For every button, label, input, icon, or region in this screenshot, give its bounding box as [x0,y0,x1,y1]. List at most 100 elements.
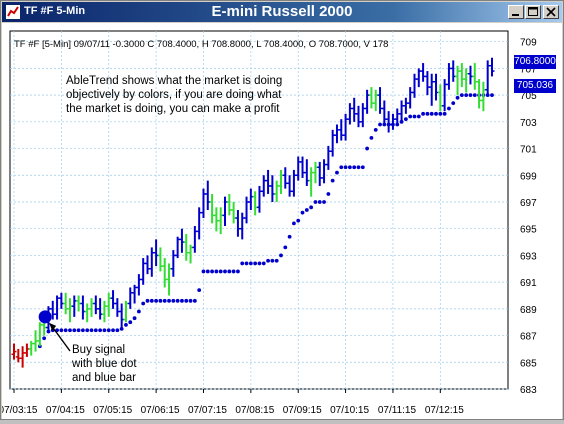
stop-dot [218,269,223,274]
stop-dot [111,328,115,333]
ohlc-bar [325,145,331,170]
stop-dot [214,269,219,274]
stop-dot [76,328,81,333]
info-line: TF #F [5-Min] 09/07/11 -0.3000 C 708.400… [14,39,389,50]
note-line: objectively by colors, if you are doing … [66,89,282,101]
stop-dot [330,178,335,183]
stop-dot [149,298,154,303]
ohlc-bar [226,193,232,216]
stop-dot [85,328,90,333]
stop-dot [102,328,107,333]
price-bars [11,57,495,368]
ohlc-bar [179,228,185,253]
ohlc-bar [368,87,374,109]
stop-dot [300,210,305,215]
ohlc-bar [63,292,69,315]
ohlc-bar [308,167,314,197]
ohlc-bar [175,236,181,259]
ohlc-bar [153,239,159,267]
ohlc-bar [291,169,297,197]
ohlc-bar [144,255,150,275]
ohlc-bar [312,161,318,184]
ohlc-bar [231,201,237,224]
ohlc-bar [317,161,323,186]
ohlc-bar [119,303,125,328]
x-tick-label: 07/09:15 [283,405,322,416]
stop-dot [132,316,137,321]
stop-dot [416,114,421,119]
y-tick-label: 691 [520,278,537,289]
ohlc-bar [196,207,202,240]
ohlc-bar [89,298,95,317]
stop-dot [403,117,408,122]
stop-dot [175,298,180,303]
y-tick-label: 699 [520,171,537,182]
stop-dot [283,245,288,250]
signal-layer [38,310,71,352]
stop-dot [421,111,425,116]
stop-dot [326,192,331,196]
ohlc-bar [157,247,163,272]
stop-dot [158,298,163,303]
ohlc-bar [446,63,452,90]
ohlc-bar [429,73,435,106]
plot-area[interactable]: 683 685 687 689 691 693 695 697 699 701 703 705 707 7… [0,23,562,419]
close-button[interactable] [543,5,559,19]
ohlc-bar [420,63,426,82]
ohlc-bar [80,295,86,320]
maximize-icon [528,7,538,16]
minimize-button[interactable] [508,5,524,19]
y-tick-label: 707 [520,64,537,75]
ohlc-bar [321,159,327,184]
ohlc-bar [269,175,275,202]
ohlc-bar [282,167,288,189]
stop-dot [124,322,128,327]
ohlc-bar [33,330,39,352]
ohlc-bar [330,129,336,157]
y-tick-label: 703 [520,118,537,129]
ohlc-bar [166,263,172,296]
ohlc-bar [205,180,211,210]
ohlc-bar [467,65,473,85]
stop-dot [98,328,103,333]
ohlc-bar [235,210,241,237]
ohlc-bar [192,226,198,253]
stop-dot [455,95,460,100]
ohlc-bar [162,258,168,288]
ohlc-bar [455,65,461,96]
stop-dot [408,114,413,119]
chart-app-icon [6,5,20,19]
ohlc-bar [110,290,116,309]
stop-dot [339,165,344,170]
ohlc-bar [97,298,103,320]
stop-dot [464,93,469,98]
stop-dot [378,122,382,127]
ohlc-bar [114,298,120,317]
ohlc-bar [24,343,30,357]
ohlc-bar [132,284,138,304]
stop-dot [210,269,214,274]
stop-dot [162,298,167,303]
stop-dot [287,234,292,239]
chart-title: E-mini Russell 2000 [211,3,353,20]
title-bar[interactable]: TF #F 5-Min E-mini Russell 2000 [2,2,562,22]
ohlc-bar [248,188,254,210]
ohlc-bar [170,250,176,277]
stop-dots [37,93,494,349]
ohlc-bar [15,348,21,363]
grid-layer [9,30,509,390]
y-tick-label: 683 [520,385,537,396]
stop-dot [192,298,197,303]
y-tick-label: 687 [520,332,537,343]
ohlc-bar [76,295,82,312]
ohlc-bar [295,156,301,181]
ohlc-bar [407,87,413,109]
stop-dot [447,106,451,111]
price-chart[interactable]: 6836856876896916936956976997017037057077… [0,23,562,419]
stop-dot [223,269,227,274]
maximize-button[interactable] [525,5,541,19]
ohlc-bar [123,300,129,323]
x-tick-label: 07/03:15 [2,405,38,416]
stop-dot [257,261,262,266]
